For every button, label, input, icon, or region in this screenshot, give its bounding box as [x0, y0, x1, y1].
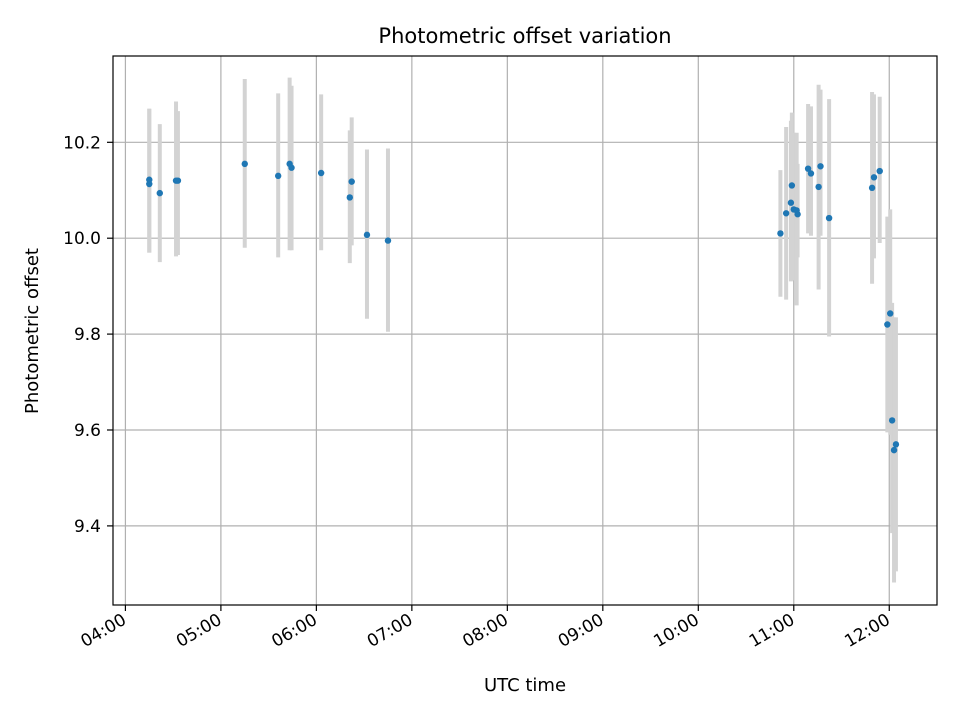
- data-point: [777, 230, 784, 237]
- data-point: [817, 163, 824, 170]
- data-point: [794, 211, 801, 218]
- y-tick-label: 9.4: [74, 517, 101, 537]
- plot-frame: [112, 55, 938, 606]
- data-point: [870, 174, 878, 181]
- y-tick-label: 9.6: [74, 421, 101, 441]
- y-tick-label: 10.2: [63, 133, 101, 153]
- data-points: [146, 160, 900, 454]
- data-point: [241, 160, 248, 168]
- data-point: [288, 164, 295, 171]
- data-point: [156, 189, 163, 197]
- data-point: [868, 184, 876, 192]
- data-point: [888, 417, 896, 424]
- data-point: [384, 237, 392, 244]
- data-point: [807, 170, 815, 177]
- data-point: [815, 183, 822, 191]
- y-axis-ticks: 9.4 9.6 9.8 10.0 10.2: [63, 133, 113, 537]
- data-point: [884, 321, 891, 328]
- data-point: [804, 165, 812, 172]
- data-point: [787, 199, 795, 206]
- data-point: [890, 446, 898, 454]
- chart-title: Photometric offset variation: [378, 24, 671, 48]
- data-point: [363, 231, 371, 239]
- data-point: [174, 177, 182, 184]
- y-tick-label: 9.8: [74, 325, 101, 345]
- data-point: [782, 210, 790, 217]
- data-point: [825, 214, 833, 222]
- y-tick-label: 10.0: [63, 229, 101, 249]
- data-point: [317, 169, 325, 177]
- data-point: [274, 172, 282, 180]
- data-point: [892, 441, 900, 448]
- y-axis-label: Photometric offset: [22, 248, 43, 414]
- data-point: [146, 180, 153, 188]
- x-axis-label: UTC time: [484, 675, 566, 696]
- data-point: [348, 178, 355, 185]
- data-point: [887, 310, 894, 317]
- data-point: [346, 194, 353, 201]
- data-point: [788, 182, 796, 189]
- grid: [113, 56, 937, 605]
- data-point: [876, 167, 883, 175]
